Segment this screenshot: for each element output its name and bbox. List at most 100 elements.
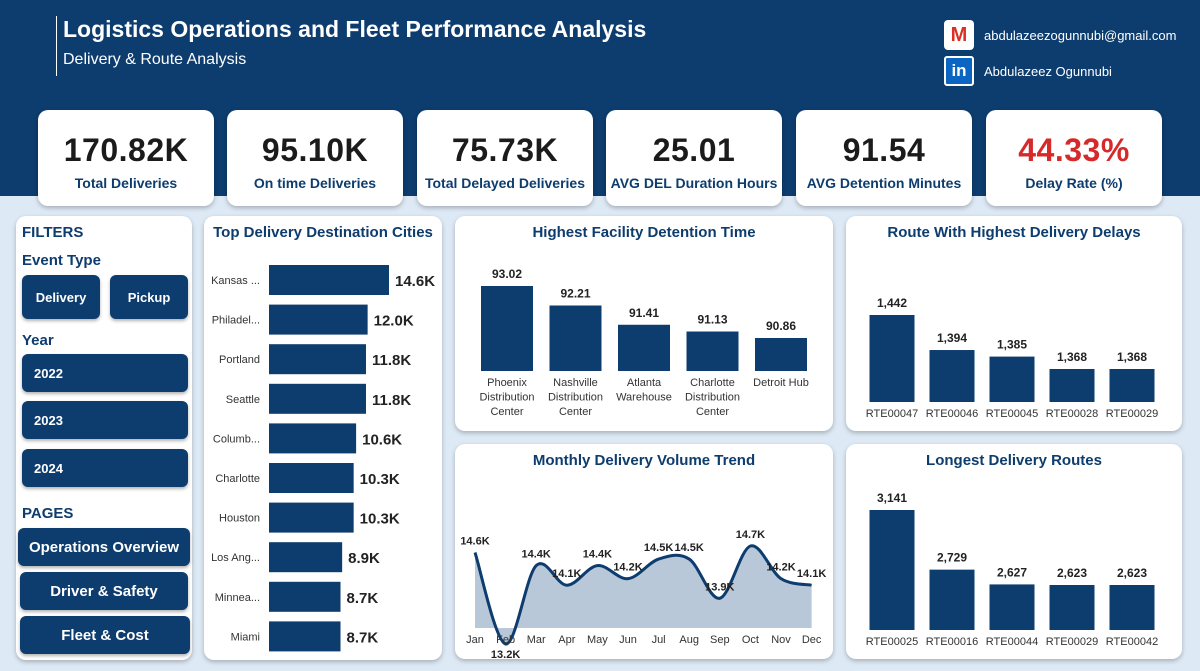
- trend-month-label: Dec: [802, 634, 822, 646]
- chart-title: Top Delivery Destination Cities: [213, 224, 433, 241]
- route-delays-chart: 1,442 RTE00047 1,394 RTE00046 1,385 RTE00045 1…: [866, 296, 1158, 420]
- page-title: Logistics Operations and Fleet Performan…: [63, 16, 647, 42]
- trend-month-label: Sep: [710, 634, 730, 646]
- trend-month-label: May: [587, 634, 608, 646]
- facility-bar: [481, 286, 533, 371]
- longest-routes-panel: Longest Delivery Routes 3,141 RTE00025 2,7…: [846, 444, 1182, 659]
- page-driver-safety-button[interactable]: Driver & Safety: [20, 572, 188, 610]
- facility-detention-chart: 93.02 Phoenix Distribution Center 92.21 Nashv…: [479, 267, 808, 418]
- kpi-label: Total Delayed Deliveries: [424, 175, 586, 191]
- facility-category-label: Warehouse: [616, 392, 672, 404]
- longest-route-category-label: RTE00025: [866, 636, 918, 648]
- facility-category-label: Nashville: [553, 377, 598, 389]
- route-delay-bar: [869, 315, 915, 402]
- city-label: Columb...: [213, 433, 260, 445]
- kpi-total-deliveries: 170.82K Total Deliveries: [38, 110, 214, 206]
- top-cities-panel: Top Delivery Destination Cities Kansas .…: [204, 216, 442, 660]
- facility-category-label: Distribution: [479, 392, 534, 404]
- trend-month-label: Aug: [679, 634, 699, 646]
- kpi-avg-duration: 25.01 AVG DEL Duration Hours: [606, 110, 782, 206]
- filters-heading: FILTERS: [22, 224, 84, 241]
- email-text: abdulazeezogunnubi@gmail.com: [984, 27, 1177, 43]
- facility-category-label: Distribution: [685, 392, 740, 404]
- facility-category-label: Center: [696, 406, 729, 418]
- route-delay-category-label: RTE00029: [1106, 408, 1158, 420]
- city-label: Houston: [219, 513, 260, 525]
- trend-month-label: Oct: [742, 634, 759, 646]
- email-contact[interactable]: M abdulazeezogunnubi@gmail.com: [944, 20, 1176, 50]
- monthly-trend-chart: 14.6K Jan 13.2K Feb 14.4K Mar 14.1K Apr 14.4K May…: [460, 529, 826, 659]
- route-delay-bar: [989, 356, 1035, 402]
- filter-pickup-button[interactable]: Pickup: [110, 275, 188, 319]
- chart-title: Monthly Delivery Volume Trend: [532, 452, 756, 469]
- kpi-value: 25.01: [652, 132, 736, 168]
- facility-bar: [618, 324, 670, 371]
- longest-route-value-label: 3,141: [877, 491, 907, 505]
- trend-value-label: 14.1K: [797, 568, 826, 580]
- city-value-label: 11.8K: [372, 392, 411, 409]
- trend-value-label: 14.1K: [552, 568, 581, 580]
- monthly-trend-panel: Monthly Delivery Volume Trend 14.6K Jan 13…: [455, 444, 833, 659]
- facility-category-label: Distribution: [548, 392, 603, 404]
- trend-month-label: Feb: [496, 634, 515, 646]
- trend-month-label: Jul: [652, 634, 666, 646]
- route-delays-panel: Route With Highest Delivery Delays 1,442…: [846, 216, 1182, 431]
- kpi-delayed-deliveries: 75.73K Total Delayed Deliveries: [417, 110, 593, 206]
- route-delay-value-label: 1,385: [997, 338, 1027, 352]
- kpi-label: Total Deliveries: [74, 175, 178, 191]
- facility-value-label: 91.41: [629, 306, 659, 320]
- longest-route-category-label: RTE00044: [986, 636, 1038, 648]
- linkedin-name: Abdulazeez Ogunnubi: [984, 63, 1112, 79]
- city-bar: [269, 463, 354, 493]
- kpi-label: AVG Detention Minutes: [806, 175, 962, 191]
- facility-value-label: 90.86: [766, 319, 796, 333]
- route-delay-category-label: RTE00045: [986, 408, 1038, 420]
- page-fleet-cost-button[interactable]: Fleet & Cost: [20, 616, 190, 654]
- city-bar: [269, 542, 343, 573]
- kpi-avg-detention: 91.54 AVG Detention Minutes: [796, 110, 972, 206]
- filters-panel: FILTERS Event Type Delivery Pickup Year …: [16, 216, 192, 660]
- year-label: Year: [22, 332, 54, 349]
- facility-detention-panel: Highest Facility Detention Time 93.02 Pho…: [455, 216, 833, 431]
- city-bar: [269, 344, 366, 375]
- filter-delivery-button[interactable]: Delivery: [22, 275, 100, 319]
- trend-line: [473, 544, 812, 646]
- city-bar: [269, 304, 368, 335]
- route-delay-bar: [1049, 369, 1095, 402]
- city-value-label: 8.9K: [348, 550, 380, 567]
- city-value-label: 10.3K: [360, 511, 400, 528]
- kpi-label: Delay Rate (%): [1025, 175, 1123, 191]
- trend-value-label: 14.2K: [766, 562, 795, 574]
- route-delay-bar: [1109, 369, 1155, 402]
- longest-route-category-label: RTE00016: [926, 636, 978, 648]
- facility-bar: [686, 331, 739, 371]
- filter-year-2023[interactable]: 2023: [22, 401, 188, 439]
- page-operations-overview-button[interactable]: Operations Overview: [18, 528, 190, 566]
- kpi-value: 44.33%: [1018, 132, 1130, 168]
- facility-category-label: Charlotte: [690, 377, 735, 389]
- facility-category-label: Atlanta: [627, 377, 662, 389]
- filter-year-2022[interactable]: 2022: [22, 354, 188, 392]
- facility-value-label: 91.13: [697, 313, 727, 327]
- trend-value-label: 14.5K: [675, 542, 704, 554]
- top-cities-chart: Kansas ... 14.6K Philadel... 12.0K Portland 1…: [211, 265, 435, 652]
- trend-value-label: 13.2K: [491, 649, 520, 659]
- city-label: Los Ang...: [211, 552, 260, 564]
- trend-value-label: 14.6K: [460, 536, 489, 548]
- longest-route-category-label: RTE00042: [1106, 636, 1158, 648]
- city-label: Charlotte: [215, 473, 260, 485]
- filter-year-2024[interactable]: 2024: [22, 449, 188, 487]
- facility-bar: [755, 338, 807, 371]
- longest-route-bar: [1049, 585, 1095, 630]
- city-value-label: 8.7K: [347, 629, 379, 646]
- linkedin-contact[interactable]: in Abdulazeez Ogunnubi: [944, 56, 1112, 86]
- route-delay-value-label: 1,368: [1117, 350, 1147, 364]
- kpi-delay-rate: 44.33% Delay Rate (%): [986, 110, 1162, 206]
- city-label: Miami: [231, 631, 260, 643]
- route-delay-category-label: RTE00047: [866, 408, 918, 420]
- linkedin-icon: in: [944, 56, 974, 86]
- trend-month-label: Jun: [619, 634, 637, 646]
- longest-route-bar: [1109, 585, 1155, 630]
- city-label: Minnea...: [215, 592, 260, 604]
- city-label: Philadel...: [212, 315, 260, 327]
